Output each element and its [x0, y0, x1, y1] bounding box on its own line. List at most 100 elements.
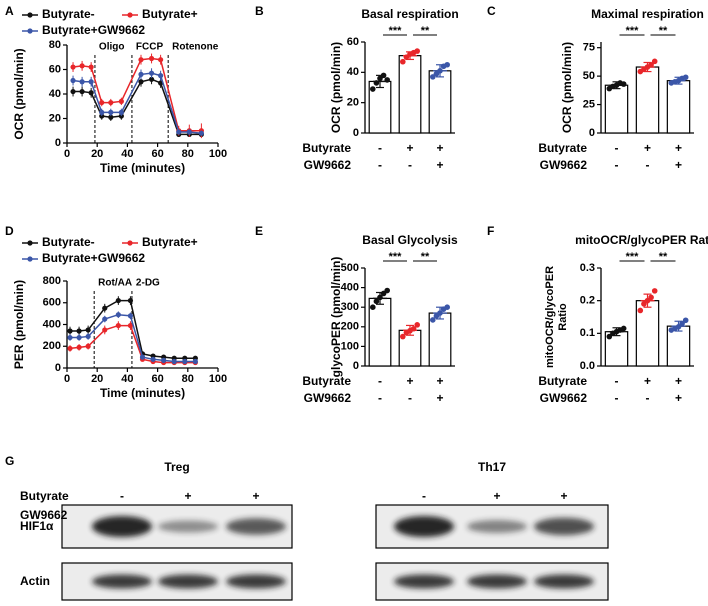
series-point	[85, 333, 91, 340]
significance-label: **	[421, 251, 430, 263]
factor-level: +	[675, 374, 682, 388]
factor-name: Butyrate	[538, 374, 587, 388]
series-point	[182, 358, 188, 365]
data-point	[641, 301, 647, 307]
blot-band	[534, 574, 594, 589]
series-point	[148, 76, 155, 82]
legend-marker	[27, 256, 33, 262]
factor-level: +	[406, 374, 413, 388]
y-tick-label: 200	[43, 340, 61, 352]
factor-level: -	[408, 391, 412, 405]
significance-label: **	[659, 251, 668, 263]
legend-label: Butyrate+	[142, 235, 198, 249]
series-point	[138, 79, 144, 85]
series-point	[161, 357, 167, 363]
panel-label: D	[5, 224, 14, 238]
factor-name: Butyrate	[20, 489, 69, 503]
factor-name: GW9662	[20, 508, 68, 522]
data-point	[648, 294, 654, 301]
injection-label: 2-DG	[136, 278, 160, 289]
series-point	[118, 98, 124, 104]
legend-marker	[127, 12, 133, 18]
y-tick-label: 50	[583, 70, 595, 82]
data-point	[682, 74, 689, 81]
legend-marker	[27, 28, 33, 34]
x-tick-label: 100	[209, 373, 227, 385]
bar	[666, 80, 691, 134]
series-point	[67, 328, 73, 334]
data-point	[682, 317, 689, 324]
significance-label: ***	[389, 25, 403, 37]
x-tick-label: 100	[209, 148, 227, 160]
blot-band	[534, 517, 594, 536]
y-tick-label: 0.1	[580, 327, 595, 339]
blot-band	[226, 574, 286, 589]
significance-label: ***	[626, 251, 640, 263]
factor-level: +	[436, 141, 443, 155]
series-point	[158, 57, 164, 63]
injection-label: Rotenone	[172, 42, 219, 53]
y-tick-label: 0	[353, 127, 359, 139]
legend-marker	[27, 240, 33, 246]
y-tick-label: 600	[43, 297, 61, 309]
factor-level: -	[378, 158, 382, 172]
y-tick-label: 0	[55, 137, 61, 149]
factor-level: +	[675, 391, 682, 405]
y-tick-label: 0	[589, 127, 595, 139]
blot-band	[394, 574, 454, 589]
series-point	[76, 334, 82, 341]
bar	[635, 66, 660, 134]
legend-marker	[127, 240, 133, 246]
x-axis-label: Time (minutes)	[100, 386, 185, 400]
panel-label: B	[255, 4, 264, 18]
data-point	[444, 61, 451, 68]
factor-level: +	[675, 158, 682, 172]
factor-name: GW9662	[540, 391, 588, 405]
data-point	[651, 58, 658, 65]
data-point	[620, 81, 627, 87]
bar	[428, 70, 452, 134]
y-tick-label: 0.0	[580, 360, 595, 372]
factor-name: GW9662	[304, 391, 352, 405]
series-point	[192, 358, 198, 365]
series-point	[67, 334, 73, 341]
y-tick-label: 300	[341, 301, 359, 313]
series-point	[85, 327, 91, 333]
significance-label: ***	[626, 25, 640, 37]
y-tick-label: 400	[43, 318, 61, 330]
y-tick-label: 25	[583, 98, 595, 110]
panel-label: E	[255, 224, 263, 238]
panel-label: C	[487, 4, 496, 18]
factor-name: Butyrate	[302, 141, 351, 155]
data-point	[414, 48, 421, 54]
y-tick-label: 100	[341, 340, 359, 352]
row-label: HIF1α	[20, 519, 54, 533]
chart-title: Basal Glycolysis	[362, 233, 458, 247]
y-axis-label: glycoPER (pmol/min)	[329, 257, 343, 378]
y-tick-label: 0	[353, 360, 359, 372]
blot-band	[467, 574, 527, 589]
data-point	[637, 307, 644, 314]
series-point	[108, 99, 114, 106]
legend-label: Butyrate+	[142, 7, 198, 21]
legend-label: Butyrate+GW9662	[42, 23, 145, 37]
x-axis-label: Time (minutes)	[100, 161, 185, 175]
series-point	[88, 79, 94, 85]
series-point	[79, 79, 85, 85]
chart-title: Basal respiration	[361, 7, 458, 21]
y-tick-label: 60	[49, 63, 61, 75]
blot-band	[467, 520, 527, 533]
injection-label: FCCP	[136, 42, 164, 53]
y-tick-label: 0.2	[580, 295, 595, 307]
series-point	[127, 322, 134, 329]
series-point	[70, 64, 76, 70]
data-point	[384, 287, 391, 294]
panel-label: G	[5, 454, 14, 468]
factor-level: -	[615, 141, 619, 155]
chart-title: Maximal respiration	[591, 7, 704, 21]
data-point	[370, 304, 376, 311]
series-point	[150, 356, 156, 362]
series-point	[108, 114, 114, 120]
blot-band	[394, 515, 454, 538]
